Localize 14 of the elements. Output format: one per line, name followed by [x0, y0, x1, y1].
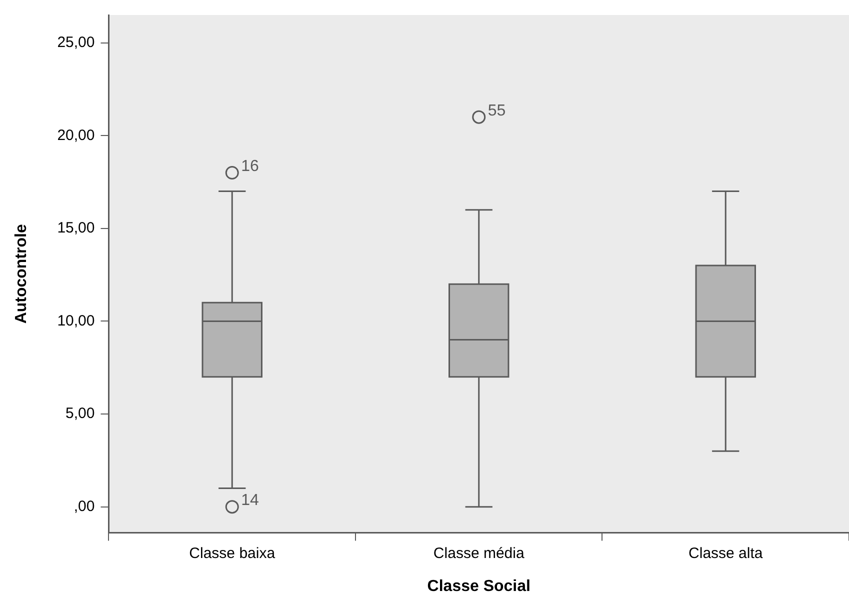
y-tick-label: 5,00 [66, 405, 95, 422]
annotation: 14 [241, 492, 260, 510]
annotation: 16 [241, 158, 260, 176]
x-axis-title: Classe Social [427, 578, 530, 595]
annotation: 55 [488, 102, 506, 120]
y-tick-label: ,00 [74, 498, 95, 515]
y-tick-label: 25,00 [57, 34, 95, 51]
y-tick-label: 10,00 [57, 312, 95, 330]
x-tick-label: Classe média [433, 544, 525, 562]
y-tick-label: 20,00 [57, 126, 95, 144]
x-tick-label: Classe alta [688, 544, 764, 562]
y-axis-title: Autocontrole [13, 224, 30, 324]
y-tick-label: 15,00 [57, 220, 95, 237]
x-tick-label: Classe baixa [189, 544, 276, 562]
